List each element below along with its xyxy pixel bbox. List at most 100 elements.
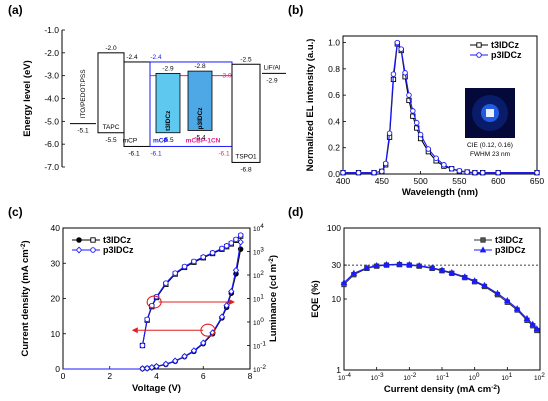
series-point-p3IDCz — [534, 169, 540, 176]
tapc-name: TAPC — [103, 124, 120, 131]
series-point-current-p3IDCz — [223, 302, 230, 310]
series-point-current-p3IDCz — [171, 357, 179, 365]
p3idcz-name: p3IDCz — [197, 107, 204, 130]
series-point-luminance-p3IDCz — [172, 270, 178, 276]
t3idcz-top: -2.9 — [162, 65, 174, 72]
legend-label: p3IDCz — [495, 245, 526, 255]
x-tick-label: 10-1 — [436, 372, 449, 383]
legend-marker — [476, 52, 482, 58]
series-point-p3IDCz — [523, 314, 531, 321]
lif-name: LiF/Al — [264, 64, 281, 71]
series-point-p3IDCz — [495, 169, 501, 176]
panel-c-label: (c) — [8, 205, 23, 219]
y-tick-label: 40 — [51, 223, 61, 233]
y-tick-label: -1.0 — [44, 25, 59, 35]
series-point-p3IDCz — [481, 281, 488, 288]
legend-label: t3IDCz — [103, 235, 132, 245]
y-tick-label: 0.2 — [328, 143, 340, 153]
x-axis-label: Current density (mA cm-2) — [384, 384, 500, 396]
series-point-p3IDCz — [464, 169, 470, 175]
tspo1-top: -2.5 — [240, 56, 252, 63]
y-tick-label: -4.0 — [44, 94, 59, 104]
y-tick-label: 10 — [51, 329, 61, 339]
arrow-right-head — [228, 299, 235, 306]
series-point-p3IDCz — [350, 269, 358, 276]
plot-frame — [342, 35, 538, 175]
series-point-p3IDCz — [433, 155, 439, 161]
y-tick-label: -5.0 — [44, 116, 59, 126]
y-tick-label: 1.0 — [328, 38, 340, 48]
series-point-t3IDCz — [406, 97, 412, 104]
p3idcz-top: -2.8 — [194, 63, 206, 70]
x-tick-label: 4 — [154, 371, 159, 381]
y-tick-label: 10 — [332, 294, 342, 304]
series-line-p3IDCz — [343, 263, 538, 330]
y-tick-label: -6.0 — [44, 139, 59, 149]
panel-b: (b) 400 450 500 550 600 650 0.0 0.2 0.4 0.6 0.8 1.0 W… — [288, 3, 544, 198]
y-tick-label: 30 — [51, 258, 61, 268]
x-tick-label: 2 — [107, 371, 112, 381]
x-tick-label: 550 — [452, 176, 466, 186]
series-point-p3IDCz — [379, 168, 385, 175]
y-tick-label: 1 — [336, 365, 341, 375]
panel-b-label: (b) — [288, 3, 303, 17]
series-point-p3IDCz — [406, 260, 413, 268]
series-point-p3IDCz — [415, 262, 423, 269]
series-point-luminance-p3IDCz — [144, 316, 150, 323]
t3idcz-bottom: -5.5 — [162, 137, 174, 144]
y-axis-label: Current density (mA cm-2) — [20, 240, 32, 356]
series-point-p3IDCz — [529, 320, 537, 327]
x-tick-label: 101 — [501, 372, 512, 383]
series-point-current-p3IDCz — [153, 362, 160, 370]
series-point-luminance-p3IDCz — [228, 240, 235, 246]
series-point-current-p3IDCz — [162, 360, 170, 368]
series-point-p3IDCz — [382, 160, 389, 167]
host-name: mCP — [153, 137, 168, 144]
series-point-p3IDCz — [396, 260, 403, 267]
series-point-p3IDCz — [386, 130, 393, 137]
panel-a: (a) -1.0 -2.0 -3.0 -4.0 -5.0 -6.0 -7.0 Energy le… — [8, 3, 286, 173]
x-tick-label: 600 — [491, 176, 505, 186]
y-axis-label: EQE (%) — [310, 280, 321, 317]
mcp-box — [123, 61, 151, 147]
y-tick-label: 30 — [332, 260, 342, 270]
series-point-p3IDCz — [441, 162, 447, 168]
y-tick-label: 100 — [327, 223, 341, 233]
x-tick-label: 650 — [530, 176, 544, 186]
series-point-current-p3IDCz — [181, 352, 188, 360]
series-point-luminance-p3IDCz — [237, 232, 244, 238]
legend-marker — [75, 246, 83, 254]
series-point-current-p3IDCz — [139, 365, 146, 373]
mcp-top: -2.4 — [126, 54, 138, 61]
cohost-name: mCBP-1CN — [186, 137, 221, 144]
series-point-p3IDCz — [504, 296, 511, 303]
series-point-luminance-p3IDCz — [233, 236, 239, 243]
y-tick-label: 20 — [51, 294, 61, 304]
series-point-p3IDCz — [371, 169, 377, 176]
y-tick-label: -3.0 — [44, 71, 59, 81]
y-tick-label: -2.0 — [44, 48, 59, 58]
y-axis-label: Normalized EL intensity (a.u.) — [305, 39, 316, 172]
panel-a-label: (a) — [8, 3, 23, 17]
y2-tick-label: 100 — [253, 317, 264, 328]
x-tick-label: 8 — [248, 371, 253, 381]
legend-marker — [76, 237, 82, 243]
series-point-p3IDCz — [390, 71, 397, 77]
inset-pixel — [486, 109, 494, 117]
mcp-name: mCP — [123, 137, 137, 144]
legend-marker — [479, 246, 487, 253]
legend-label: p3IDCz — [491, 50, 522, 60]
x-tick-label: 6 — [201, 371, 206, 381]
x-tick-label: 400 — [336, 176, 350, 186]
x-tick-label: 10-2 — [403, 372, 416, 383]
series-point-p3IDCz — [398, 46, 404, 52]
cie-label: CIE (0.12, 0.16) — [467, 142, 513, 149]
y2-tick-label: 102 — [253, 270, 264, 281]
series-point-p3IDCz — [413, 119, 420, 126]
y-tick-label: 0.8 — [328, 64, 340, 74]
y-axis-label: Energy level (eV) — [22, 60, 33, 137]
series-point-luminance-p3IDCz — [219, 245, 225, 252]
series-point-current-p3IDCz — [218, 313, 226, 321]
series-point-current-p3IDCz — [200, 339, 207, 347]
ito-name: ITO/PEDOT:PSS — [80, 69, 87, 119]
